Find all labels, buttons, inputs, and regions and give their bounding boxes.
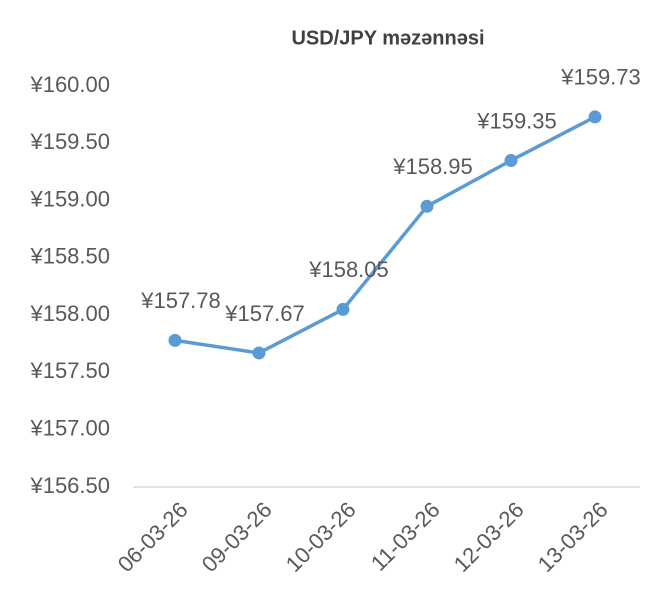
y-tick-label: ¥160.00 bbox=[29, 72, 110, 97]
y-tick-label: ¥156.50 bbox=[29, 473, 110, 498]
data-label: ¥157.67 bbox=[224, 301, 305, 326]
x-tick-label: 12-03-26 bbox=[449, 497, 529, 577]
point bbox=[420, 199, 434, 213]
y-tick-label: ¥157.00 bbox=[29, 416, 110, 441]
line bbox=[174, 115, 596, 355]
chart-title: USD/JPY məzənnəsi bbox=[291, 27, 484, 49]
x-tick-label: 06-03-26 bbox=[113, 497, 193, 577]
y-tick-label: ¥159.50 bbox=[29, 129, 110, 154]
data-label: ¥158.95 bbox=[392, 154, 473, 179]
y-tick-label: ¥159.00 bbox=[29, 186, 110, 211]
data-label: ¥158.05 bbox=[308, 257, 389, 282]
x-tick-label: 13-03-26 bbox=[533, 497, 613, 577]
data-label: ¥159.73 bbox=[560, 65, 641, 90]
point bbox=[168, 333, 182, 347]
point bbox=[504, 153, 518, 167]
point bbox=[588, 110, 602, 124]
y-tick-label: ¥157.50 bbox=[29, 358, 110, 383]
x-tick-label: 09-03-26 bbox=[197, 497, 277, 577]
data-label: ¥159.35 bbox=[476, 108, 557, 133]
x-tick-label: 10-03-26 bbox=[281, 497, 361, 577]
point bbox=[336, 302, 350, 316]
x-tick-label: 11-03-26 bbox=[366, 497, 445, 576]
y-tick-label: ¥158.00 bbox=[29, 301, 110, 326]
data-label: ¥157.78 bbox=[140, 288, 221, 313]
point bbox=[252, 346, 266, 360]
y-tick-label: ¥158.50 bbox=[29, 244, 110, 269]
